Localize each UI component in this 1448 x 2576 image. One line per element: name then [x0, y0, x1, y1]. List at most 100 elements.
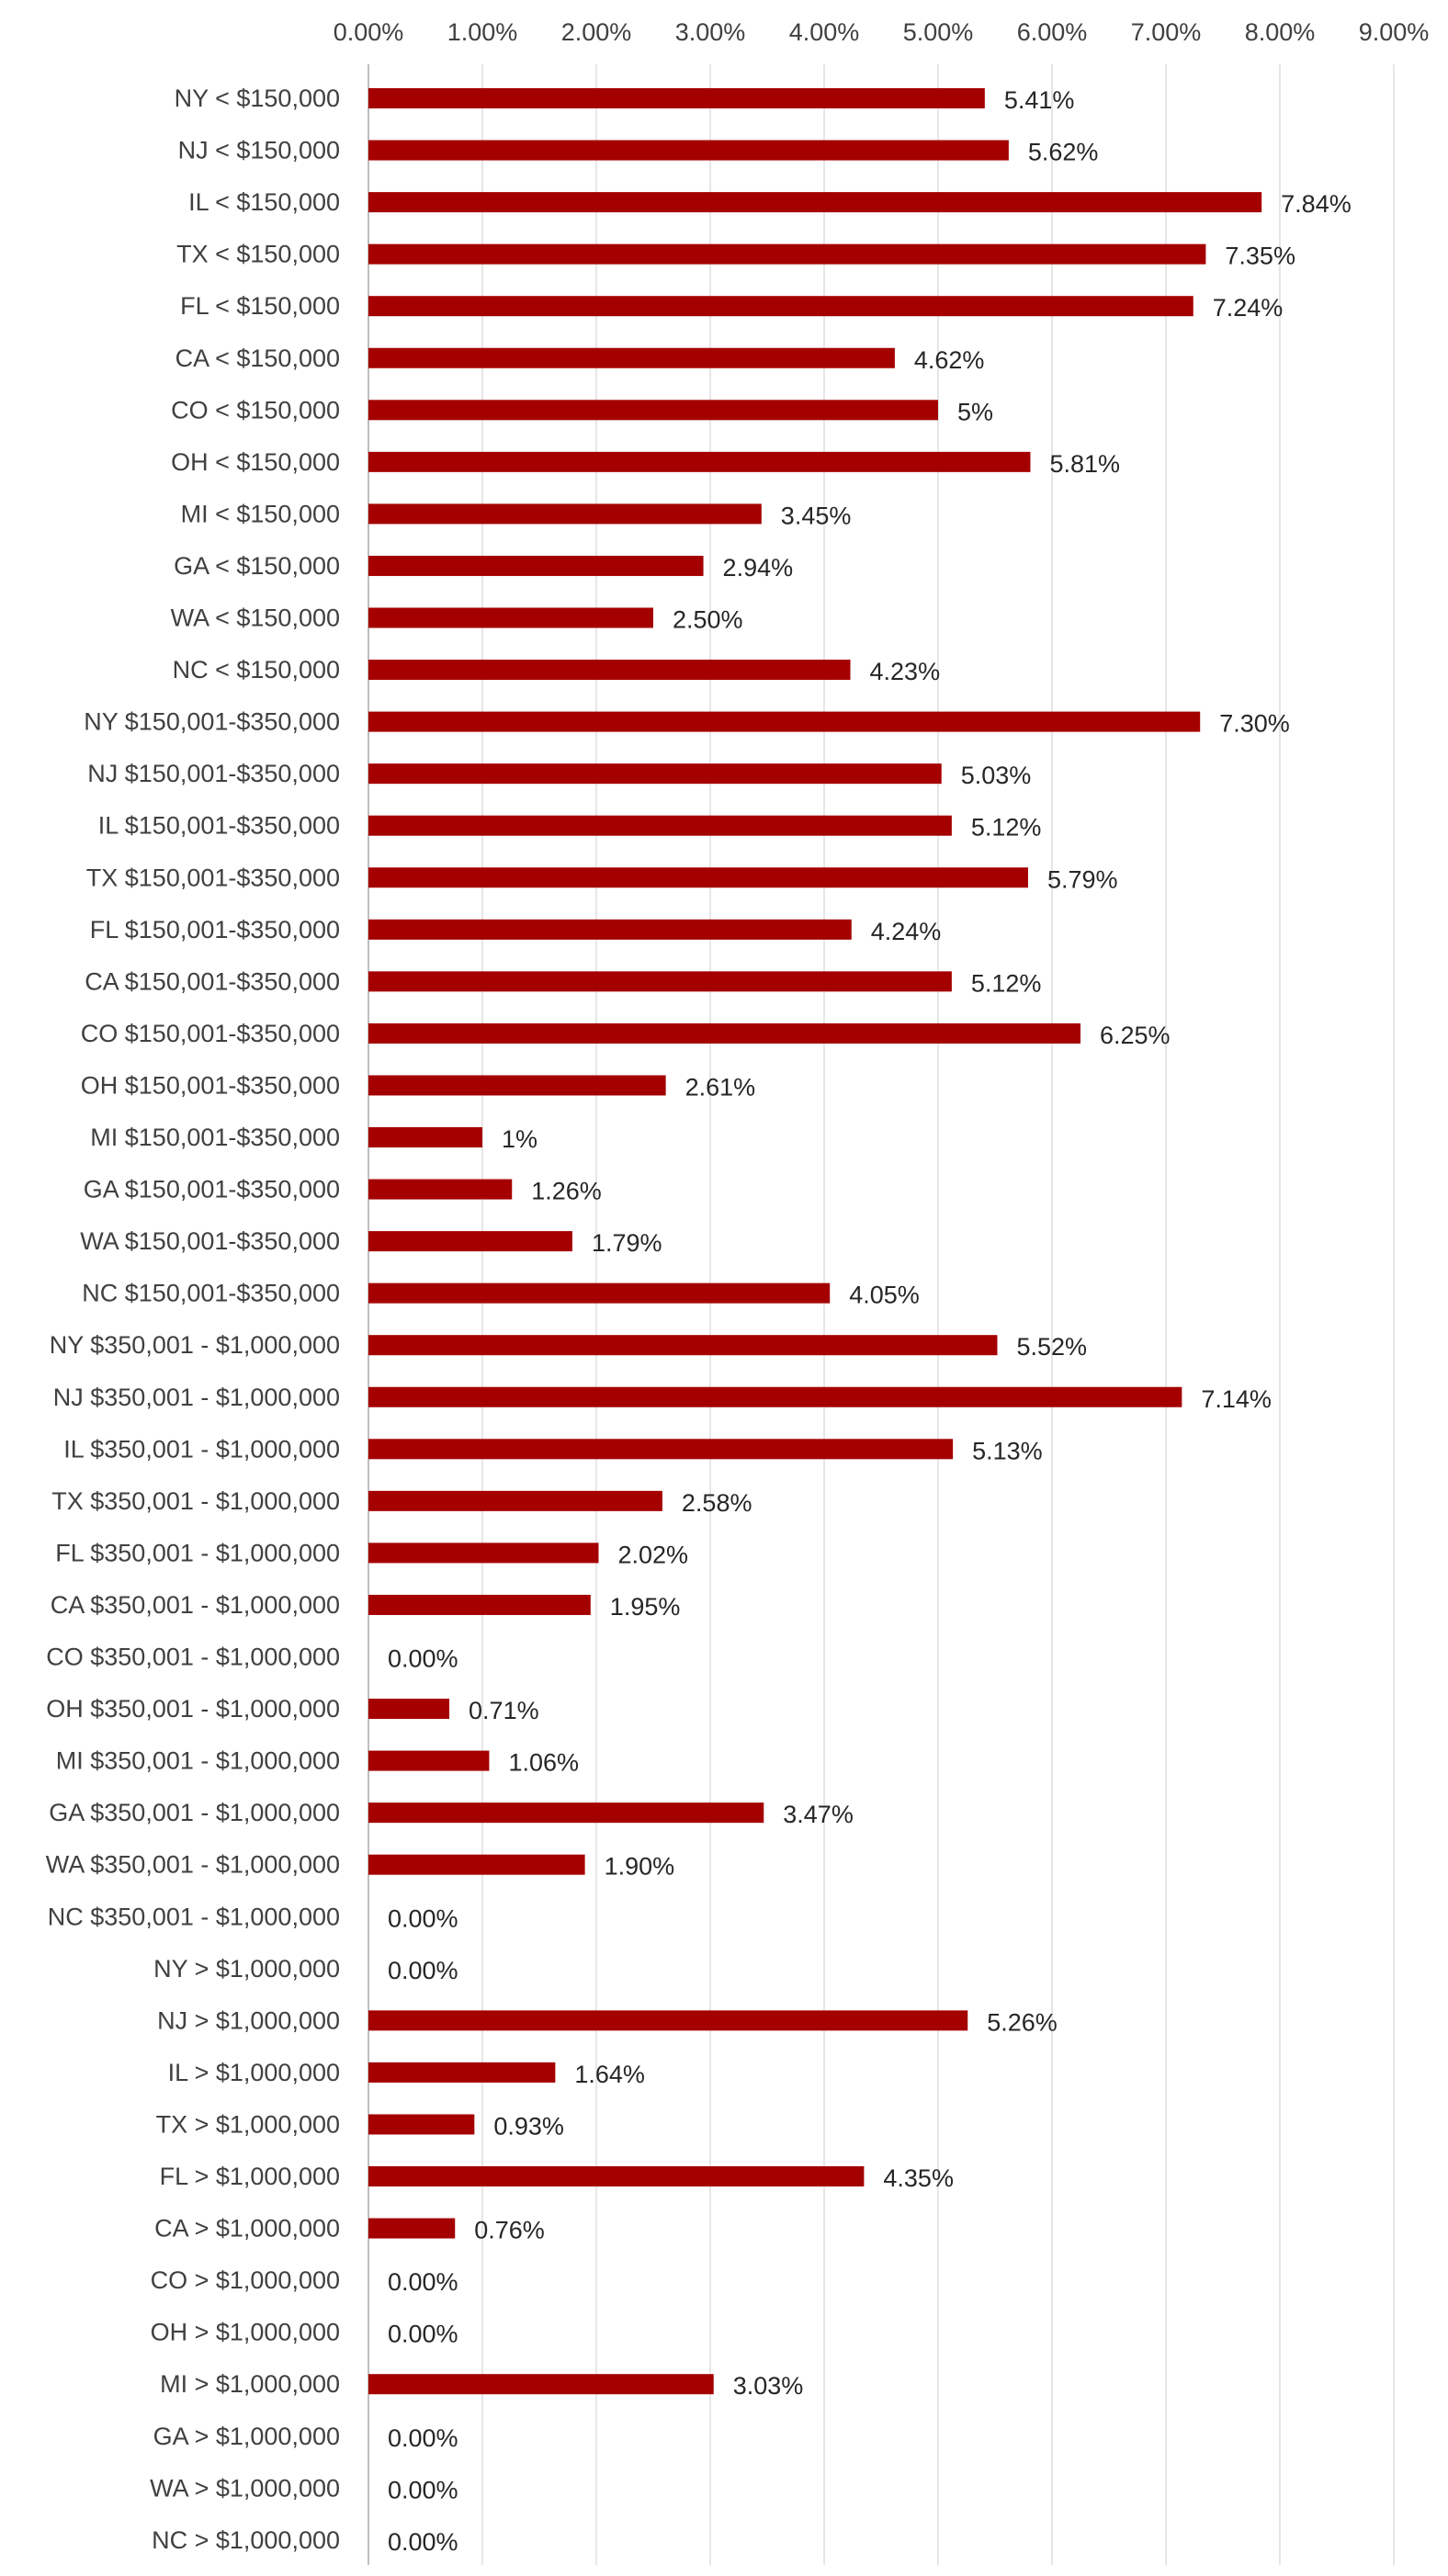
- bar: [368, 1802, 764, 1824]
- value-label: 3.45%: [781, 502, 852, 529]
- category-label: NJ < $150,000: [178, 137, 340, 164]
- category-label: OH $150,001-$350,000: [81, 1071, 340, 1099]
- category-label: WA > $1,000,000: [150, 2474, 340, 2502]
- bar: [368, 555, 704, 576]
- bar: [368, 503, 762, 525]
- bar: [368, 815, 952, 836]
- value-label: 4.62%: [914, 346, 985, 374]
- category-label: FL $350,001 - $1,000,000: [55, 1539, 340, 1566]
- bar: [368, 919, 852, 940]
- bar: [368, 451, 1031, 472]
- category-label: WA $150,001-$350,000: [80, 1227, 340, 1255]
- bar: [368, 1594, 591, 1615]
- value-label: 0.00%: [388, 1904, 458, 1932]
- value-label: 0.00%: [388, 2321, 458, 2348]
- value-label: 1.64%: [574, 2061, 645, 2088]
- bar: [368, 347, 895, 368]
- bar: [368, 243, 1206, 265]
- category-label: TX $350,001 - $1,000,000: [51, 1487, 340, 1515]
- bar: [368, 763, 942, 785]
- value-label: 5.41%: [1004, 86, 1075, 114]
- bar: [368, 1231, 572, 1252]
- x-tick-label: 9.00%: [1359, 18, 1430, 46]
- value-label: 7.84%: [1281, 190, 1352, 218]
- value-label: 3.03%: [733, 2372, 804, 2400]
- value-label: 0.76%: [474, 2217, 545, 2244]
- category-label: IL $150,001-$350,000: [98, 812, 340, 840]
- value-label: 4.05%: [849, 1282, 920, 1309]
- category-label: TX < $150,000: [176, 241, 340, 268]
- value-label: 0.00%: [388, 1645, 458, 1673]
- category-label: CO > $1,000,000: [151, 2266, 340, 2294]
- value-label: 7.14%: [1201, 1385, 1272, 1413]
- value-label: 1.90%: [605, 1853, 675, 1881]
- bar: [368, 2114, 475, 2135]
- category-label: WA < $150,000: [171, 604, 340, 632]
- category-label: OH > $1,000,000: [151, 2319, 340, 2346]
- bar: [368, 192, 1262, 213]
- category-label: FL $150,001-$350,000: [90, 916, 340, 943]
- category-label: IL > $1,000,000: [168, 2059, 340, 2086]
- category-label: NC > $1,000,000: [152, 2526, 340, 2554]
- category-label: OH $350,001 - $1,000,000: [46, 1695, 340, 1723]
- category-label: TX > $1,000,000: [156, 2110, 340, 2138]
- category-label: FL > $1,000,000: [160, 2163, 340, 2190]
- category-label: GA $350,001 - $1,000,000: [49, 1799, 340, 1826]
- bar: [368, 1542, 599, 1564]
- category-label: MI < $150,000: [181, 500, 340, 527]
- category-label: CO < $150,000: [171, 396, 340, 424]
- bar: [368, 88, 985, 108]
- category-label: TX $150,001-$350,000: [86, 864, 340, 891]
- x-axis-ticks: 0.00% 1.00% 2.00% 3.00% 4.00% 5.00% 6.00% 7.00%…: [334, 18, 1430, 46]
- category-label: CA $150,001-$350,000: [85, 967, 340, 995]
- value-label: 5.79%: [1047, 865, 1118, 893]
- bar: [368, 1854, 585, 1875]
- x-tick-label: 1.00%: [447, 18, 518, 46]
- gridlines: [481, 64, 1395, 2565]
- bar: [368, 711, 1201, 732]
- value-label: 0.00%: [388, 2476, 458, 2503]
- value-label: 7.30%: [1219, 710, 1290, 738]
- bar: [368, 607, 653, 628]
- bar: [368, 2218, 456, 2239]
- x-tick-label: 3.00%: [675, 18, 746, 46]
- category-labels: NY < $150,000 NJ < $150,000 IL < $150,000 T…: [46, 85, 340, 2554]
- category-label: NJ $350,001 - $1,000,000: [53, 1384, 340, 1411]
- value-label: 4.35%: [883, 2164, 954, 2192]
- value-label: 2.58%: [682, 1489, 752, 1517]
- value-label: 1.06%: [508, 1749, 579, 1777]
- category-label: CA < $150,000: [175, 345, 340, 372]
- category-label: GA > $1,000,000: [153, 2423, 340, 2450]
- bar: [368, 1490, 662, 1511]
- category-label: CO $350,001 - $1,000,000: [46, 1644, 340, 1671]
- value-label: 4.24%: [871, 918, 942, 945]
- value-label: 1.26%: [531, 1178, 602, 1205]
- value-label: 0.93%: [493, 2112, 564, 2140]
- x-tick-label: 8.00%: [1245, 18, 1316, 46]
- category-label: OH < $150,000: [171, 448, 340, 476]
- x-tick-label: 2.00%: [561, 18, 632, 46]
- category-label: NJ > $1,000,000: [157, 2006, 340, 2034]
- bar: [368, 2062, 556, 2083]
- bar: [368, 867, 1028, 888]
- value-label: 5.12%: [971, 814, 1042, 842]
- category-label: NJ $150,001-$350,000: [87, 760, 340, 787]
- category-label: CO $150,001-$350,000: [81, 1020, 340, 1047]
- value-label: 2.61%: [685, 1073, 756, 1101]
- value-label: 1%: [502, 1125, 537, 1153]
- bars: [368, 88, 1262, 2395]
- category-label: MI > $1,000,000: [160, 2370, 340, 2398]
- category-label: NY < $150,000: [175, 85, 340, 112]
- value-label: 0.71%: [469, 1697, 539, 1724]
- value-label: 0.00%: [388, 1957, 458, 1984]
- bar: [368, 660, 851, 681]
- value-label: 0.00%: [388, 2424, 458, 2452]
- x-tick-label: 4.00%: [789, 18, 860, 46]
- value-label: 5.81%: [1049, 450, 1120, 478]
- bar: [368, 1022, 1080, 1044]
- value-label: 7.24%: [1213, 294, 1284, 322]
- bar: [368, 1127, 482, 1147]
- category-label: GA < $150,000: [174, 552, 340, 580]
- x-tick-label: 0.00%: [334, 18, 404, 46]
